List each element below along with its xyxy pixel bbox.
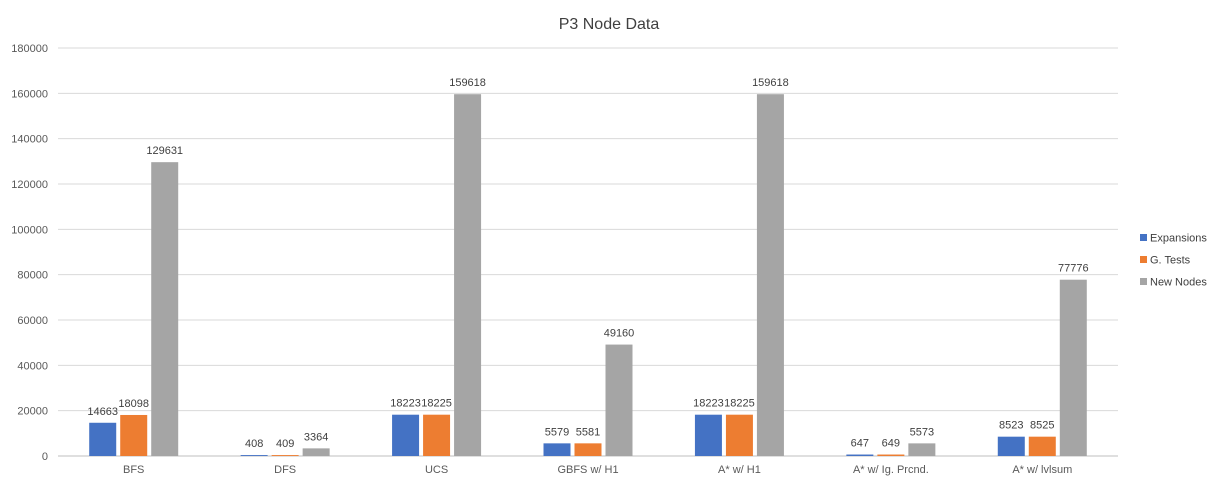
data-label: 159618: [752, 77, 789, 89]
data-label: 18225: [724, 398, 755, 410]
y-tick-label: 160000: [11, 88, 48, 100]
data-label: 3364: [304, 431, 328, 443]
y-tick-label: 80000: [17, 270, 48, 282]
data-label: 8523: [999, 420, 1023, 432]
x-category-label: BFS: [123, 464, 144, 476]
data-label: 649: [882, 438, 900, 450]
x-axis-categories: BFS DFS UCS GBFS w/ H1 A* w/ H1 A* w/ Ig. Prc…: [123, 464, 1072, 476]
bar: [454, 94, 482, 456]
bar: [240, 455, 268, 456]
x-category-label: A* w/ lvlsum: [1012, 464, 1072, 476]
bar: [543, 443, 571, 456]
data-label: 647: [851, 438, 869, 450]
legend-swatch: [1140, 278, 1147, 285]
data-label: 49160: [604, 328, 635, 340]
bar: [756, 94, 784, 456]
bar: [574, 443, 602, 456]
data-label: 14663: [87, 406, 118, 418]
bar: [605, 344, 633, 456]
y-tick-label: 140000: [11, 134, 48, 146]
y-tick-label: 100000: [11, 224, 48, 236]
bar: [725, 414, 753, 456]
x-category-label: A* w/ H1: [718, 464, 761, 476]
bar: [877, 454, 905, 456]
bar: [1028, 436, 1056, 456]
data-label: 77776: [1058, 263, 1089, 275]
data-label: 18225: [421, 398, 452, 410]
legend-swatch: [1140, 256, 1147, 263]
data-label: 8525: [1030, 420, 1054, 432]
bar: [908, 443, 936, 456]
data-label: 408: [245, 438, 263, 450]
bar: [89, 422, 117, 456]
data-label: 5581: [576, 426, 600, 438]
bar: [120, 414, 148, 456]
bar: [392, 414, 420, 456]
legend-swatch: [1140, 234, 1147, 241]
bar: [302, 448, 330, 456]
bar: [846, 454, 874, 456]
bar: [151, 162, 179, 456]
y-tick-label: 120000: [11, 179, 48, 191]
legend-label: Expansions: [1150, 233, 1207, 245]
bar: [423, 414, 451, 456]
y-tick-label: 180000: [11, 43, 48, 55]
bars: [89, 94, 1087, 456]
data-label: 5573: [910, 426, 934, 438]
data-label: 5579: [545, 426, 569, 438]
x-category-label: A* w/ Ig. Prcnd.: [853, 464, 929, 476]
bar: [997, 436, 1025, 456]
legend: Expansions G. Tests New Nodes: [1140, 233, 1207, 289]
x-category-label: DFS: [274, 464, 296, 476]
bar: [694, 414, 722, 456]
data-label: 159618: [449, 77, 486, 89]
y-tick-label: 40000: [17, 360, 48, 372]
gridlines: [58, 47, 1118, 457]
x-category-label: UCS: [425, 464, 448, 476]
y-tick-label: 20000: [17, 406, 48, 418]
data-label: 129631: [146, 145, 183, 157]
y-axis-ticks: 0 20000 40000 60000 80000 100000 120000 140000 1…: [11, 43, 48, 463]
bar: [1059, 279, 1087, 456]
x-category-label: GBFS w/ H1: [557, 464, 618, 476]
data-label: 409: [276, 438, 294, 450]
bar: [271, 455, 299, 456]
legend-label: G. Tests: [1150, 255, 1191, 267]
y-tick-label: 0: [42, 451, 48, 463]
chart-title: P3 Node Data: [559, 16, 660, 33]
legend-label: New Nodes: [1150, 277, 1207, 289]
data-label: 18223: [390, 398, 421, 410]
y-tick-label: 60000: [17, 315, 48, 327]
data-label: 18223: [693, 398, 724, 410]
data-label: 18098: [118, 398, 149, 410]
